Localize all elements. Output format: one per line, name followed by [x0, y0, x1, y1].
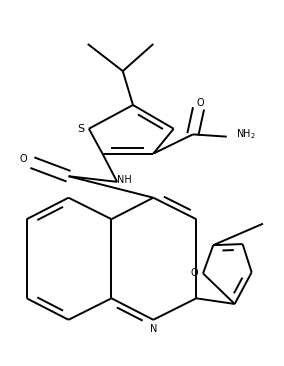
Text: NH: NH: [116, 175, 131, 184]
Text: NH$_2$: NH$_2$: [236, 127, 256, 141]
Text: O: O: [190, 268, 198, 279]
Text: O: O: [197, 98, 204, 108]
Text: O: O: [20, 154, 27, 164]
Text: S: S: [78, 124, 85, 134]
Text: N: N: [150, 324, 157, 334]
